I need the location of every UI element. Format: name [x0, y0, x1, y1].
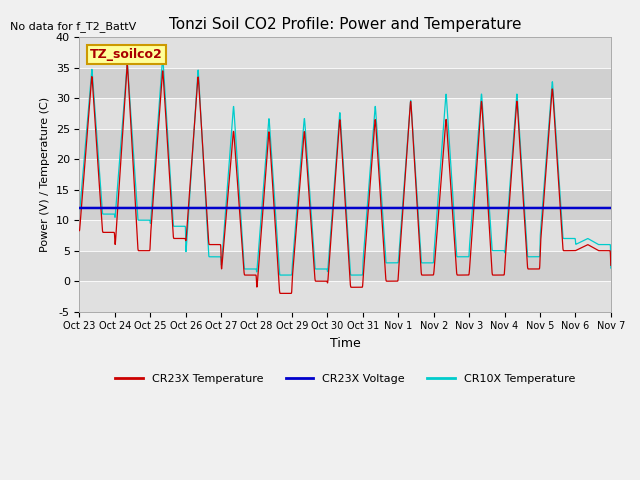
Bar: [79, 68, 611, 98]
Title: Tonzi Soil CO2 Profile: Power and Temperature: Tonzi Soil CO2 Profile: Power and Temper…: [169, 17, 522, 32]
Y-axis label: Power (V) / Temperature (C): Power (V) / Temperature (C): [40, 97, 50, 252]
Bar: [79, 190, 611, 220]
X-axis label: Time: Time: [330, 337, 360, 350]
Bar: [79, 281, 611, 312]
Bar: [79, 159, 611, 190]
Bar: [79, 251, 611, 281]
Legend: CR23X Temperature, CR23X Voltage, CR10X Temperature: CR23X Temperature, CR23X Voltage, CR10X …: [111, 370, 580, 388]
Text: No data for f_T2_BattV: No data for f_T2_BattV: [10, 21, 137, 32]
Text: TZ_soilco2: TZ_soilco2: [90, 48, 163, 61]
Bar: [79, 220, 611, 251]
Bar: [79, 98, 611, 129]
Bar: [79, 37, 611, 68]
Bar: [79, 129, 611, 159]
